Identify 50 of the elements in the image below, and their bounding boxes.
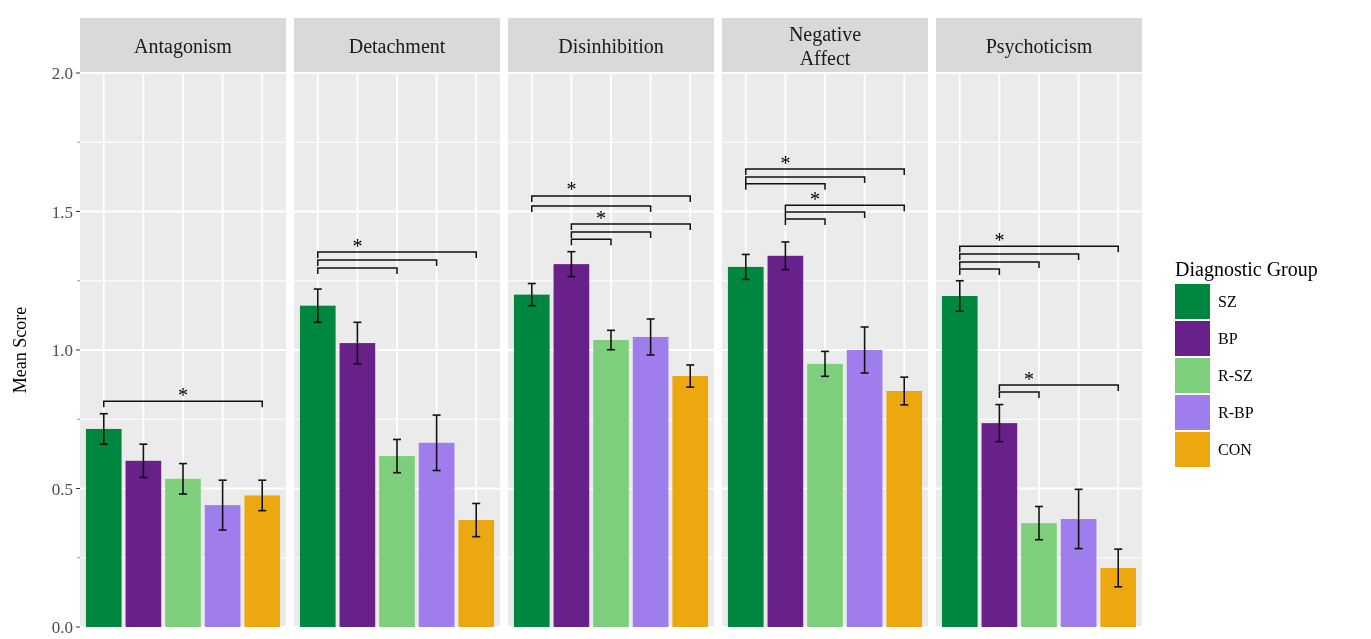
x-tick-label: Negative Affect	[788, 22, 862, 69]
annotation: *	[596, 207, 607, 230]
annotation: *	[994, 229, 1005, 252]
bar	[418, 442, 455, 627]
bar	[886, 391, 923, 627]
y-tick-label: 2.0	[51, 64, 73, 83]
legend-label: BP	[1218, 330, 1238, 347]
bar	[846, 350, 883, 627]
annotation: *	[1024, 367, 1035, 390]
y-tick-label: 1.0	[51, 341, 73, 360]
bar	[1100, 568, 1137, 627]
bar	[941, 295, 978, 627]
annotation: *	[566, 177, 577, 200]
annotation: *	[178, 384, 188, 407]
bar	[339, 343, 376, 627]
bar	[204, 505, 241, 627]
legend-title: Diagnostic Group	[1175, 258, 1318, 281]
annotation: *	[780, 151, 791, 174]
bar	[593, 340, 629, 627]
x-tick-label: Disinhibition	[558, 34, 664, 57]
y-tick-label: 0.5	[51, 479, 73, 499]
annotation: *	[352, 234, 363, 257]
bar	[1060, 518, 1097, 627]
y-tick-label: 1.5	[51, 202, 73, 222]
bar	[513, 294, 550, 627]
bar	[244, 495, 281, 627]
bar	[727, 266, 764, 627]
bar	[807, 363, 843, 627]
bar	[672, 376, 709, 627]
bar	[299, 305, 336, 627]
x-tick-label: Psychoticism	[985, 34, 1093, 58]
bar	[767, 255, 804, 627]
annotation: *	[810, 187, 821, 210]
legend-label: R-SZ	[1218, 367, 1253, 384]
y-tick-label: 0.0	[51, 618, 73, 637]
bar	[125, 460, 162, 627]
bar	[553, 264, 590, 627]
legend-label: R-BP	[1218, 404, 1254, 421]
y-axis-title: Mean Score	[10, 306, 30, 394]
x-tick-label: Detachment	[348, 34, 446, 57]
bar	[981, 423, 1018, 627]
bar	[379, 456, 415, 627]
bar	[632, 336, 669, 627]
bar	[85, 428, 122, 627]
x-tick-label: Antagonism	[134, 34, 233, 58]
legend-label: SZ	[1218, 293, 1237, 310]
bar	[165, 478, 201, 627]
bar	[458, 520, 495, 627]
bar	[1021, 523, 1057, 627]
legend-label: CON	[1218, 441, 1253, 458]
